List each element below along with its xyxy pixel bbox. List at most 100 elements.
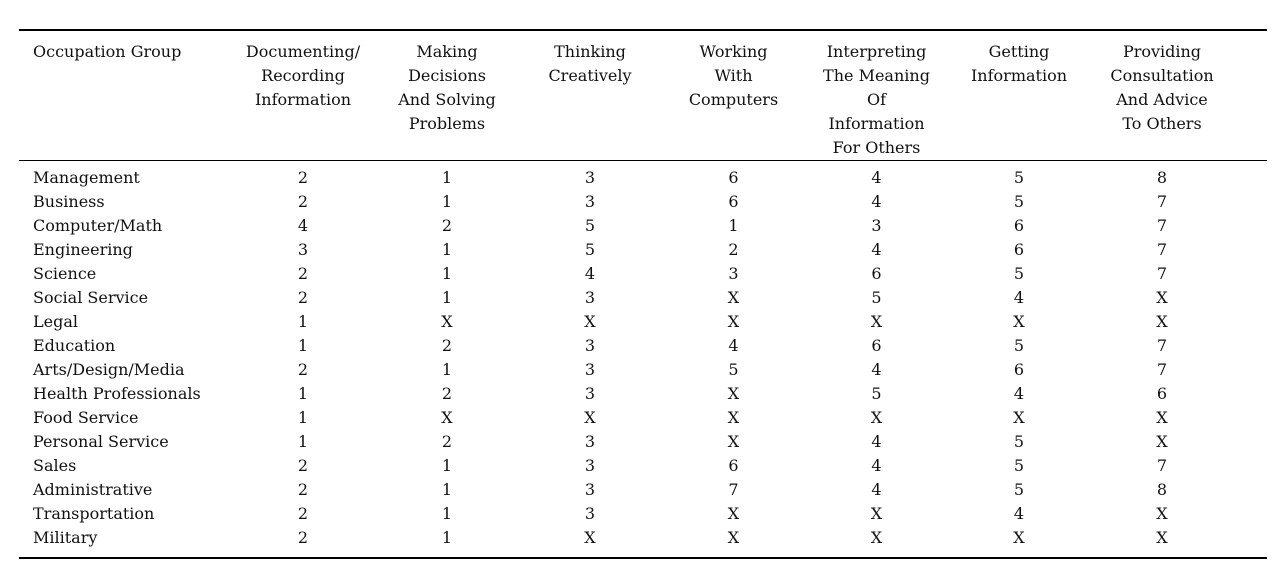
- value-cell: 4: [871, 240, 882, 259]
- value-cell: 6: [1013, 360, 1025, 379]
- value-cell: X: [870, 408, 883, 427]
- value-cell: 5: [1013, 168, 1025, 187]
- value-cell: X: [584, 312, 596, 331]
- value-cell: 4: [1013, 504, 1025, 523]
- value-cell: 2: [297, 192, 309, 211]
- value-cell: 2: [297, 480, 309, 499]
- value-cell: 5: [584, 216, 596, 235]
- value-cell: 5: [1013, 336, 1025, 355]
- value-cell: 5: [871, 288, 882, 307]
- value-cell: 6: [1156, 384, 1168, 403]
- header-occupation-group: Occupation Group: [19, 30, 231, 161]
- value-cell: 5: [728, 360, 739, 379]
- table-row: Social Service 2 1 3 X 5 4 X: [19, 286, 1267, 310]
- table-row: Military 2 1 X X X X X: [19, 526, 1267, 558]
- table-row: Food Service 1 X X X X X X: [19, 406, 1267, 430]
- value-cell: X: [584, 408, 596, 427]
- value-cell: 3: [584, 384, 596, 403]
- value-cell: 5: [1013, 192, 1025, 211]
- occupation-skills-table: Occupation Group Documenting/ Recording …: [19, 29, 1267, 559]
- value-cell: X: [870, 312, 883, 331]
- value-cell: 3: [584, 168, 596, 187]
- value-cell: 1: [441, 360, 453, 379]
- value-cell: 7: [1156, 336, 1168, 355]
- value-cell: 5: [1013, 480, 1025, 499]
- value-cell: 2: [297, 288, 309, 307]
- value-cell: 6: [871, 264, 882, 283]
- header-thinking-creatively: Thinking Creatively: [519, 30, 661, 161]
- value-cell: X: [1013, 312, 1025, 331]
- value-cell: 4: [1013, 384, 1025, 403]
- value-cell: 4: [871, 360, 882, 379]
- value-cell: X: [1156, 528, 1168, 547]
- value-cell: 7: [1156, 240, 1168, 259]
- occupation-group-cell: Personal Service: [33, 432, 169, 451]
- value-cell: 3: [728, 264, 739, 283]
- header-making-decisions-solving-problems: Making Decisions And Solving Problems: [375, 30, 519, 161]
- value-cell: X: [727, 288, 740, 307]
- value-cell: X: [870, 528, 883, 547]
- value-cell: 4: [297, 216, 309, 235]
- value-cell: 4: [1013, 288, 1025, 307]
- table-row: Sales 2 1 3 6 4 5 7: [19, 454, 1267, 478]
- value-cell: 8: [1156, 168, 1168, 187]
- value-cell: 1: [441, 456, 453, 475]
- value-cell: X: [727, 408, 740, 427]
- header-interpreting-meaning-of-information: Interpreting The Meaning Of Information …: [806, 30, 947, 161]
- value-cell: 3: [584, 288, 596, 307]
- value-cell: 1: [297, 336, 309, 355]
- value-cell: 2: [728, 240, 739, 259]
- value-cell: 1: [441, 504, 453, 523]
- table-row: Health Professionals 1 2 3 X 5 4 6: [19, 382, 1267, 406]
- value-cell: 2: [297, 456, 309, 475]
- value-cell: 1: [297, 432, 309, 451]
- value-cell: 2: [441, 432, 453, 451]
- value-cell: 7: [1156, 456, 1168, 475]
- occupation-group-cell: Transportation: [33, 504, 155, 523]
- table-body: Management 2 1 3 6 4 5 8 Business 2 1 3 …: [19, 161, 1267, 559]
- table-row: Arts/Design/Media 2 1 3 5 4 6 7: [19, 358, 1267, 382]
- table-row: Business 2 1 3 6 4 5 7: [19, 190, 1267, 214]
- value-cell: 6: [871, 336, 882, 355]
- value-cell: 2: [441, 336, 453, 355]
- value-cell: 2: [297, 264, 309, 283]
- value-cell: 4: [871, 432, 882, 451]
- header-providing-consultation-advice: Providing Consultation And Advice To Oth…: [1091, 30, 1267, 161]
- value-cell: 1: [441, 528, 453, 547]
- value-cell: 7: [728, 480, 739, 499]
- value-cell: 2: [297, 360, 309, 379]
- value-cell: 2: [297, 504, 309, 523]
- value-cell: X: [1013, 528, 1025, 547]
- value-cell: 2: [297, 528, 309, 547]
- value-cell: 6: [1013, 240, 1025, 259]
- header-row: Occupation Group Documenting/ Recording …: [19, 30, 1267, 161]
- value-cell: 4: [871, 168, 882, 187]
- occupation-group-cell: Education: [33, 336, 116, 355]
- value-cell: 7: [1156, 264, 1168, 283]
- occupation-group-cell: Military: [33, 528, 98, 547]
- value-cell: 8: [1156, 480, 1168, 499]
- value-cell: 3: [584, 480, 596, 499]
- value-cell: 5: [1013, 456, 1025, 475]
- occupation-group-cell: Legal: [33, 312, 78, 331]
- value-cell: 1: [728, 216, 739, 235]
- value-cell: 2: [441, 384, 453, 403]
- value-cell: X: [1013, 408, 1025, 427]
- value-cell: X: [727, 504, 740, 523]
- header-documenting-recording-information: Documenting/ Recording Information: [231, 30, 375, 161]
- value-cell: X: [1156, 432, 1168, 451]
- occupation-group-cell: Administrative: [33, 480, 153, 499]
- header-working-with-computers: Working With Computers: [661, 30, 806, 161]
- table-row: Management 2 1 3 6 4 5 8: [19, 161, 1267, 191]
- occupation-group-cell: Management: [33, 168, 140, 187]
- occupation-group-cell: Computer/Math: [33, 216, 163, 235]
- value-cell: 5: [1013, 432, 1025, 451]
- value-cell: 6: [728, 168, 739, 187]
- table-row: Engineering 3 1 5 2 4 6 7: [19, 238, 1267, 262]
- table-row: Transportation 2 1 3 X X 4 X: [19, 502, 1267, 526]
- table-row: Science 2 1 4 3 6 5 7: [19, 262, 1267, 286]
- value-cell: 4: [871, 480, 882, 499]
- value-cell: 1: [441, 192, 453, 211]
- value-cell: 1: [297, 408, 309, 427]
